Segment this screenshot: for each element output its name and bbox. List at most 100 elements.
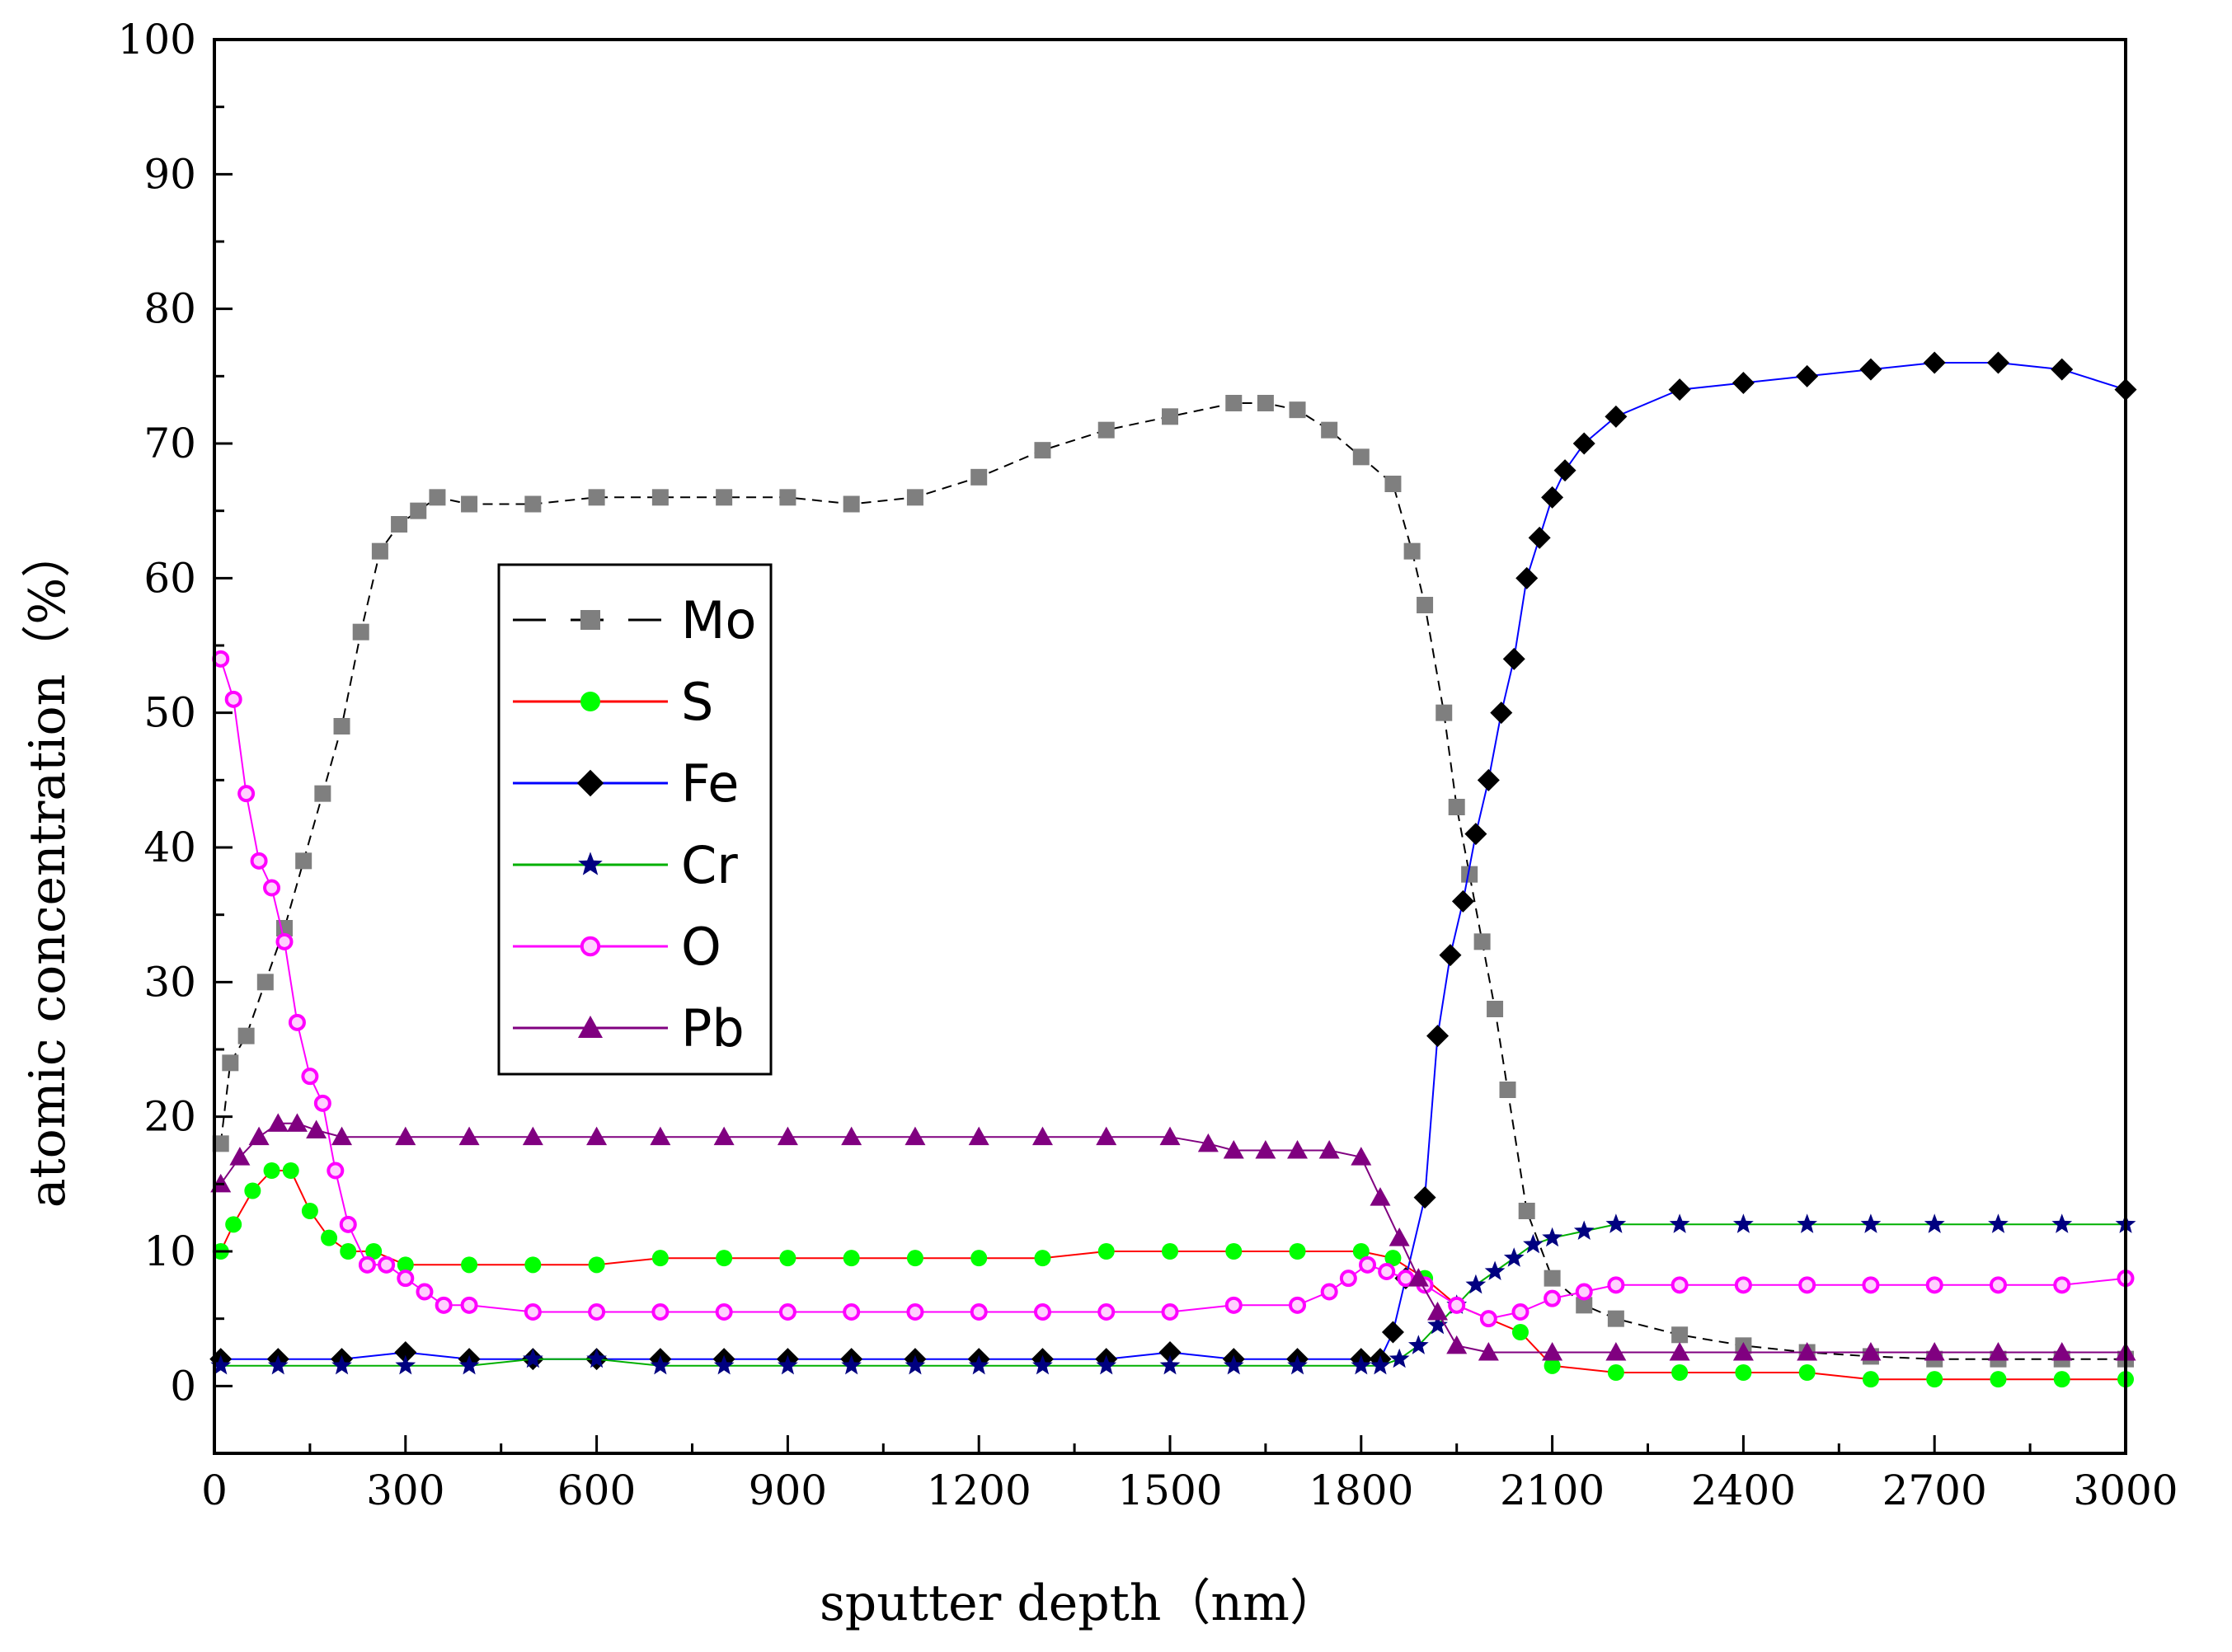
data-point xyxy=(1518,1203,1535,1219)
data-point xyxy=(267,1113,289,1132)
data-point xyxy=(1289,1296,1307,1314)
data-point xyxy=(1502,647,1525,670)
data-point xyxy=(1389,1348,1410,1368)
data-point xyxy=(1033,1303,1051,1321)
data-point xyxy=(1607,1310,1624,1327)
legend-item-cr: Cr xyxy=(513,835,738,895)
data-point xyxy=(524,1303,542,1321)
data-point xyxy=(1034,1250,1051,1267)
data-point xyxy=(968,1126,989,1146)
data-point xyxy=(1732,372,1755,394)
legend: Mo S Fe Cr O Pb xyxy=(497,563,773,1076)
data-point xyxy=(1159,1354,1181,1375)
data-point xyxy=(1553,459,1576,482)
data-point xyxy=(339,1215,357,1233)
data-point xyxy=(841,1354,862,1375)
data-point xyxy=(1257,395,1274,411)
data-point xyxy=(1734,1276,1752,1294)
data-point xyxy=(1407,1268,1429,1287)
data-point xyxy=(1461,866,1478,883)
data-point xyxy=(358,1255,376,1274)
x-tick-label: 600 xyxy=(557,1467,636,1514)
data-point xyxy=(1544,1357,1561,1374)
data-point xyxy=(371,542,388,560)
data-point xyxy=(460,1296,478,1314)
data-point xyxy=(1487,1001,1504,1017)
data-point xyxy=(1408,1335,1429,1354)
data-point xyxy=(222,1054,239,1072)
data-point xyxy=(716,489,733,506)
data-point xyxy=(651,1250,669,1267)
data-point xyxy=(1339,1270,1357,1288)
data-point xyxy=(1287,1140,1309,1159)
data-point xyxy=(650,1126,671,1146)
data-point xyxy=(1287,1354,1308,1375)
y-tick-label: 70 xyxy=(143,420,196,467)
data-point xyxy=(1158,1341,1182,1363)
data-point xyxy=(1351,1354,1372,1375)
data-point xyxy=(410,502,427,519)
data-point xyxy=(968,1354,989,1375)
data-point xyxy=(1289,1243,1306,1260)
data-point xyxy=(1359,1255,1377,1274)
data-point xyxy=(524,1256,542,1274)
data-point xyxy=(1669,1213,1690,1233)
data-point xyxy=(1417,597,1434,613)
data-point xyxy=(458,1126,480,1146)
series-layer xyxy=(209,351,2137,1388)
data-point xyxy=(331,1126,353,1146)
data-point xyxy=(1448,1296,1466,1314)
data-point xyxy=(716,1250,733,1267)
data-point xyxy=(715,1303,733,1321)
data-point xyxy=(523,1348,543,1368)
legend-label: O xyxy=(681,917,721,977)
data-point xyxy=(1197,1133,1219,1152)
data-point xyxy=(458,1354,480,1375)
data-point xyxy=(391,516,408,533)
legend-marker xyxy=(580,692,600,711)
data-point xyxy=(1798,1364,1816,1381)
data-point xyxy=(1511,1303,1530,1321)
data-point xyxy=(397,1256,414,1274)
data-point xyxy=(1097,1243,1115,1260)
data-point xyxy=(524,495,542,513)
y-tick-label: 90 xyxy=(143,150,196,198)
data-point xyxy=(1923,351,1946,374)
data-point xyxy=(1732,1342,1754,1361)
legend-item-fe: Fe xyxy=(513,753,739,814)
data-point xyxy=(306,1119,327,1138)
y-tick-label: 40 xyxy=(143,824,196,871)
data-point xyxy=(435,1296,453,1314)
data-point xyxy=(1544,1289,1562,1307)
data-point xyxy=(2051,358,2074,381)
series-mo xyxy=(212,395,2134,1368)
data-point xyxy=(906,1303,924,1321)
data-point xyxy=(395,1126,416,1146)
data-point xyxy=(1096,1354,1117,1375)
legend-item-mo: Mo xyxy=(513,590,756,650)
data-point xyxy=(352,623,369,641)
data-point xyxy=(1605,1213,1627,1233)
data-point xyxy=(1477,768,1500,791)
series-pb xyxy=(210,1113,2136,1361)
y-tick-label: 60 xyxy=(143,554,196,602)
data-point xyxy=(1572,432,1595,455)
data-point xyxy=(397,1270,415,1288)
data-point xyxy=(1607,1276,1625,1294)
data-point xyxy=(779,1250,796,1267)
data-point xyxy=(365,1243,383,1260)
series-o xyxy=(212,650,2135,1328)
data-point xyxy=(1289,401,1306,419)
data-point xyxy=(429,489,446,506)
data-point xyxy=(1370,1187,1391,1206)
data-point xyxy=(1544,1270,1561,1287)
data-point xyxy=(651,1303,670,1321)
data-point xyxy=(1862,1276,1880,1294)
data-point xyxy=(1031,1126,1053,1146)
data-point xyxy=(1669,1342,1690,1361)
data-point xyxy=(1448,799,1465,815)
series-line xyxy=(219,1170,2126,1381)
data-point xyxy=(1490,702,1513,725)
legend-marker xyxy=(580,610,600,630)
